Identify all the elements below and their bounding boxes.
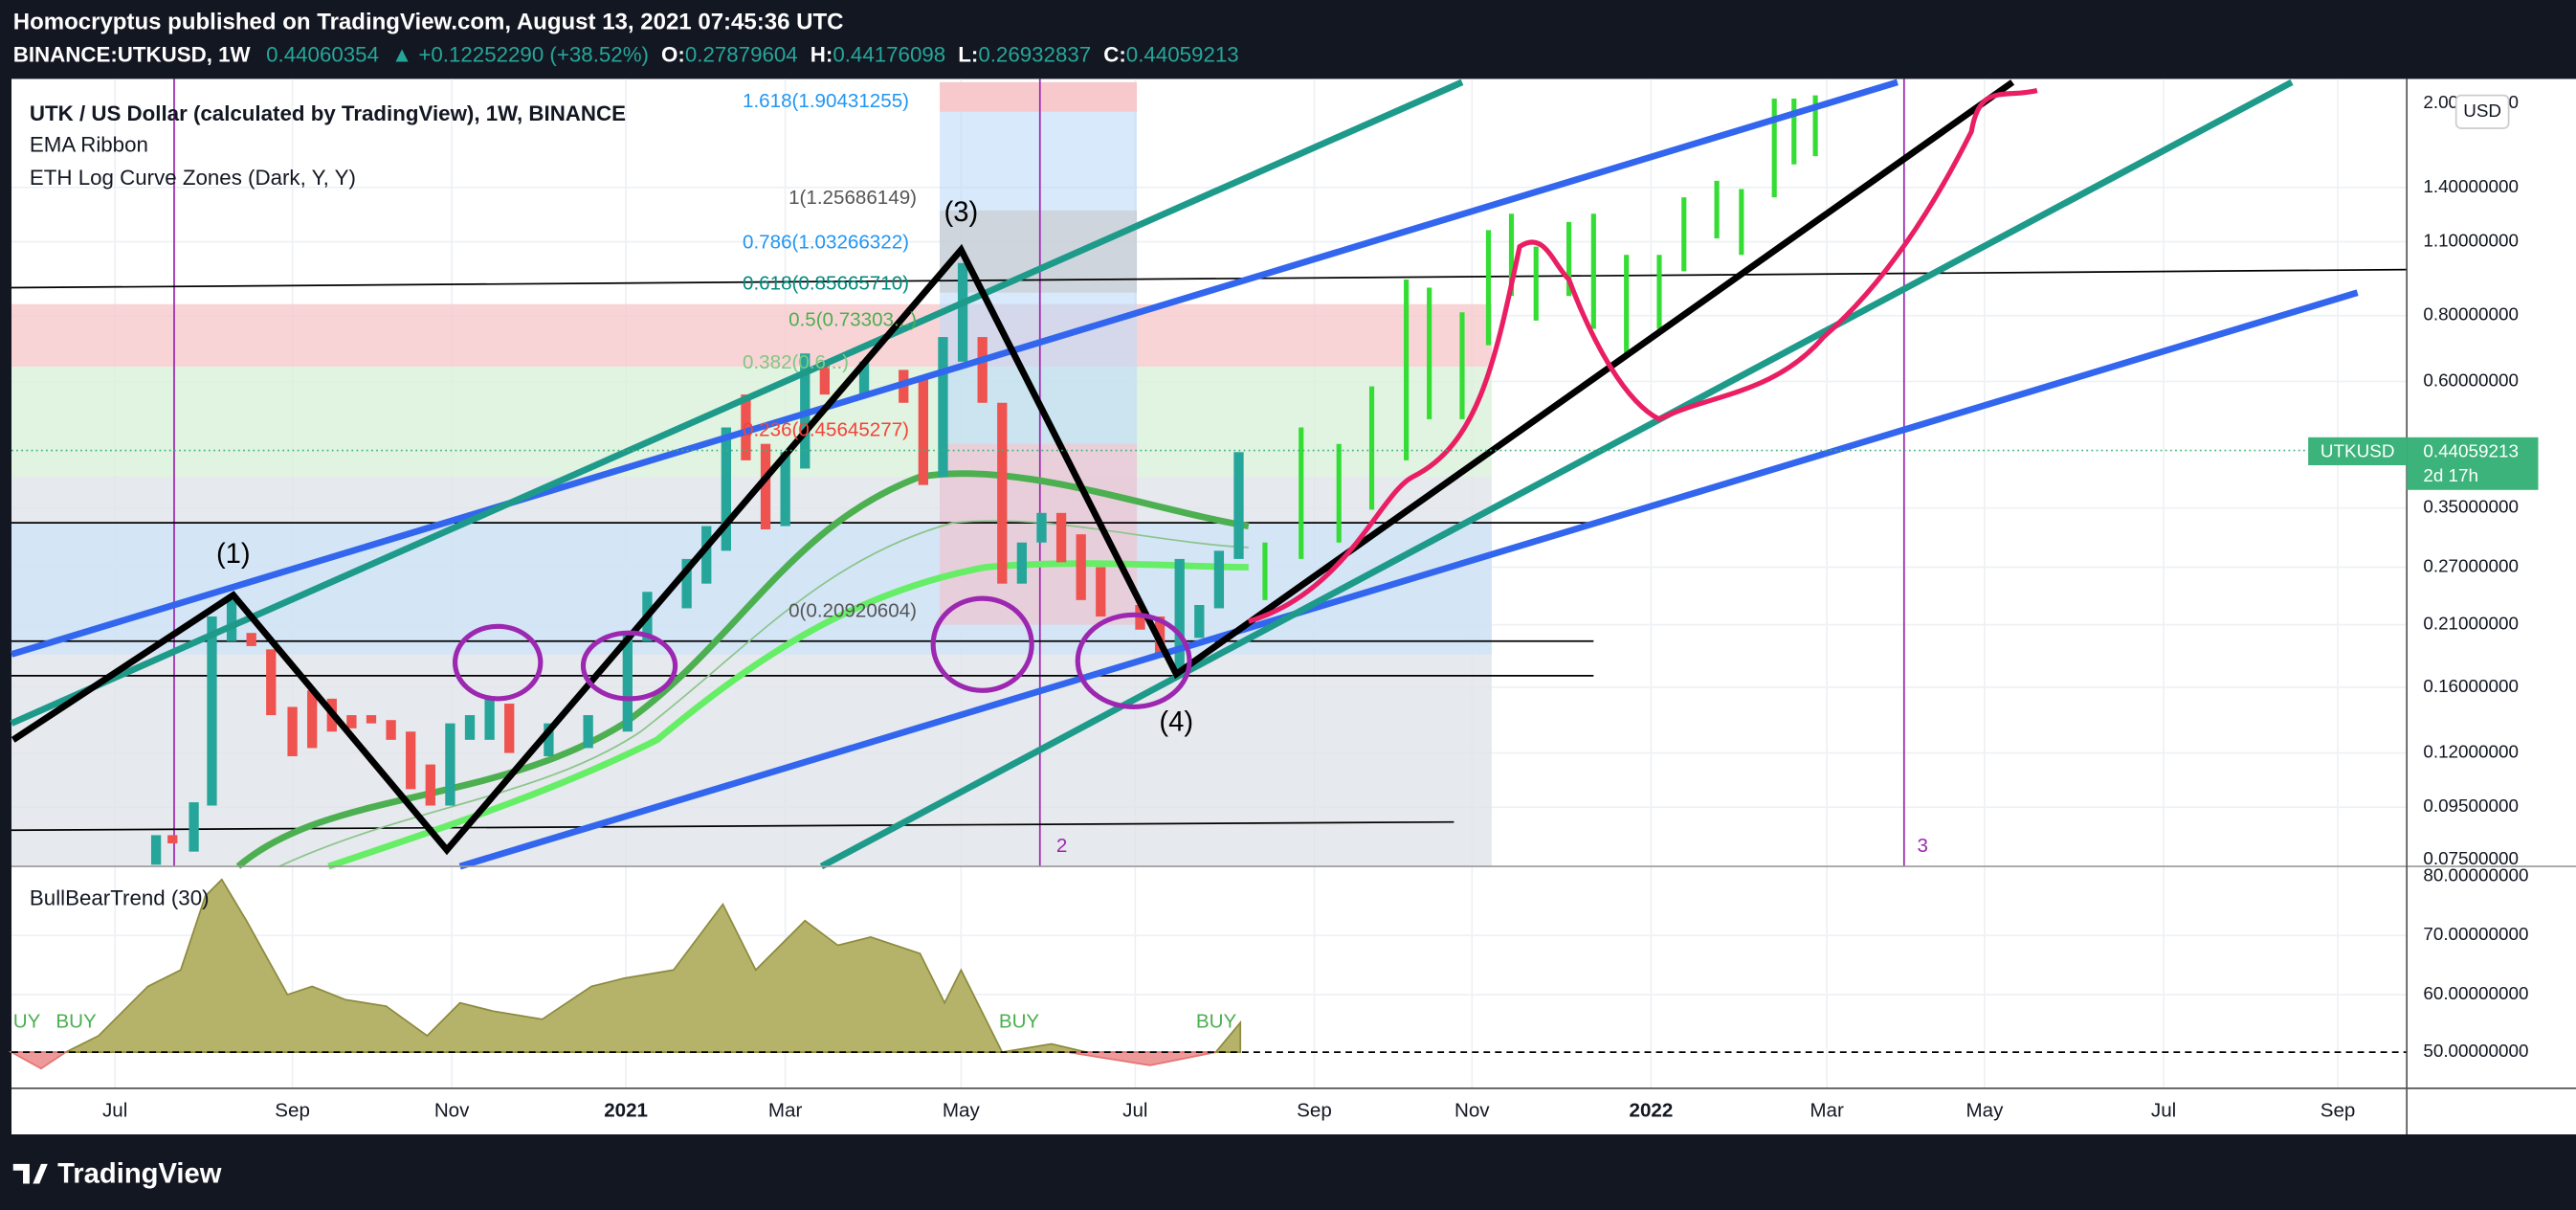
symbol-tag-text: UTKUSD (2321, 441, 2395, 461)
time-label: Jul (102, 1099, 127, 1121)
zone (11, 303, 1492, 367)
legend-item: EMA Ribbon (30, 133, 148, 157)
signal: BUY (1196, 1011, 1237, 1033)
price-label: 0.80000000 (2423, 305, 2519, 325)
price-label: 0.16000000 (2423, 677, 2519, 697)
cycle-lines (173, 78, 1905, 867)
fib-label: 0(0.20920604) (788, 599, 917, 621)
fib-zone (940, 81, 1138, 112)
time-label: Nov (434, 1099, 470, 1121)
time-label: Jul (2151, 1099, 2176, 1121)
ohlc-value: 0.44176098 (833, 42, 945, 66)
price-label: 0.09500000 (2423, 796, 2519, 817)
time-label: Sep (1297, 1099, 1332, 1121)
price-label: 0.12000000 (2423, 743, 2519, 763)
oscillator-title: BullBearTrend (30) (30, 885, 210, 909)
fib-label: 0.618(0.85665710) (743, 273, 909, 295)
quote-line: BINANCE:UTKUSD, 1W 0.44060354 ▲ +0.12252… (13, 42, 1239, 66)
wave-label: (1) (216, 539, 251, 570)
price-label: 0.27000000 (2423, 556, 2519, 576)
time-label: Sep (275, 1099, 310, 1121)
price: 0.44060354 (266, 42, 379, 66)
currency-button[interactable] (2454, 94, 2510, 129)
wave-label: (3) (944, 197, 979, 228)
time-label: May (943, 1099, 981, 1121)
price-label: 1.10000000 (2423, 231, 2519, 251)
price-label: 0.07500000 (2423, 849, 2519, 869)
fib-label: 1.618(1.90431255) (743, 90, 909, 112)
price-label: 1.40000000 (2423, 177, 2519, 197)
cycle-label: 3 (1918, 835, 1928, 857)
oscillator-label: 70.00000000 (2423, 925, 2528, 945)
time-label: Mar (1810, 1099, 1844, 1121)
projection (1262, 95, 1818, 600)
wave-label: (4) (1159, 706, 1193, 737)
signal: UY (13, 1011, 41, 1033)
cycle-label: 2 (1056, 835, 1067, 857)
legend-title: UTK / US Dollar (calculated by TradingVi… (30, 101, 626, 125)
circles (452, 595, 1192, 710)
symbol: BINANCE:UTKUSD, 1W (13, 42, 252, 66)
ohlc-value: 0.26932837 (978, 42, 1091, 66)
time-label: 2022 (1630, 1099, 1674, 1121)
time-label: Mar (768, 1099, 803, 1121)
ohlc-label: H: (811, 42, 833, 66)
oscillator-area (11, 878, 1004, 1053)
zone (11, 366, 1492, 478)
legend-item: ETH Log Curve Zones (Dark, Y, Y) (30, 166, 356, 190)
fib-label: 0.5(0.73303...) (788, 308, 917, 330)
ohlc-label: C: (1103, 42, 1126, 66)
ohlc-value: 0.27879604 (685, 42, 798, 66)
author-line: Homocryptus published on TradingView.com… (13, 9, 844, 34)
price-label: 0.60000000 (2423, 370, 2519, 391)
time-label: Nov (1455, 1099, 1490, 1121)
time-label: 2021 (604, 1099, 648, 1121)
time-label: Sep (2321, 1099, 2356, 1121)
symbol-tag (2308, 437, 2408, 466)
footer (0, 1134, 2576, 1210)
ohlc-value: 0.44059213 (1126, 42, 1239, 66)
time-label: Jul (1122, 1099, 1147, 1121)
oscillator-label: 50.00000000 (2423, 1042, 2528, 1062)
signal: BUY (999, 1011, 1040, 1033)
oscillator-label: 60.00000000 (2423, 984, 2528, 1004)
time-label: May (1965, 1099, 2004, 1121)
signal: BUY (56, 1011, 97, 1033)
price-label: 0.35000000 (2423, 498, 2519, 518)
ohlc-label: O: (661, 42, 685, 66)
price-tag-text: 0.44059213 (2423, 441, 2519, 461)
change: ▲ +0.12252290 (+38.52%) (391, 42, 649, 66)
brand-logo (12, 1163, 48, 1184)
price-tag (2407, 437, 2539, 490)
ohlc-label: L: (958, 42, 978, 66)
currency: USD (2463, 101, 2501, 122)
brand: TradingView (57, 1159, 222, 1190)
time-axis: Jul Sep Nov 2021 Mar May Jul Sep Nov 2022 Mar May Ju… (102, 1099, 2355, 1121)
oscillator-label: 80.00000000 (2423, 865, 2528, 885)
fib-label: 1(1.25686149) (788, 187, 917, 209)
fib-label: 0.786(1.03266322) (743, 232, 909, 254)
fib-label: 0.382(0.6...) (743, 351, 849, 373)
channels (10, 78, 2359, 870)
countdown: 2d 17h (2423, 466, 2478, 486)
fib-label: 0.236(0.45645277) (743, 418, 909, 440)
price-label: 0.21000000 (2423, 615, 2519, 635)
